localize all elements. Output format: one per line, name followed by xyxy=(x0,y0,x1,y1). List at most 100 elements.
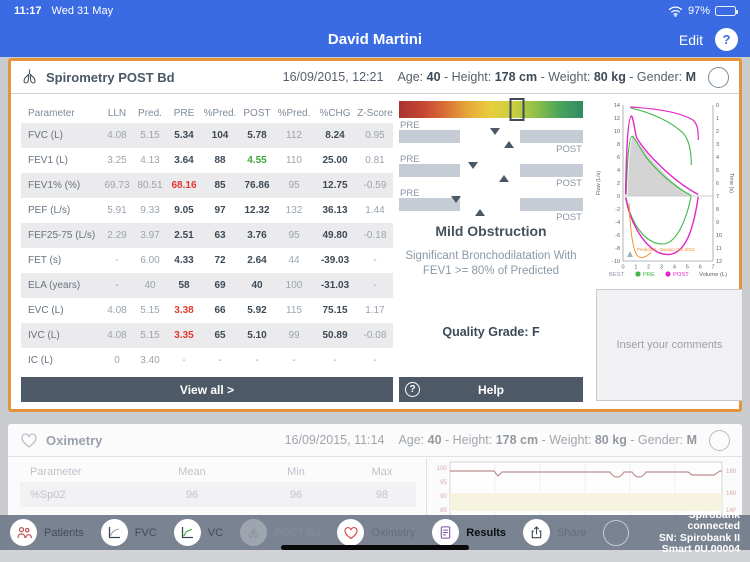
slider-track xyxy=(399,128,583,148)
app-header: 11:17 Wed 31 May 97% David Martini Edit … xyxy=(0,0,750,57)
axis-tick-label: 90 xyxy=(440,493,447,500)
toolbar-item-label: Patients xyxy=(44,526,84,539)
table-cell: 4.33 xyxy=(174,255,194,266)
table-cell: -0.59 xyxy=(363,180,387,191)
post-volume-time-curve xyxy=(629,106,699,141)
table-cell: FVC (L) xyxy=(28,130,63,141)
flow-axis-label: Flow (L/s) xyxy=(596,171,602,195)
help-icon[interactable]: ? xyxy=(715,28,738,51)
table-row: IVC (L) 4.08 5.15 3.35 65 5.10 99 50.89 -0.08 xyxy=(21,323,393,348)
table-cell: 12.75 xyxy=(322,180,348,191)
table-row: %Sp02 96 96 98 xyxy=(20,482,416,507)
axis-tick-label: 0 xyxy=(617,194,620,200)
home-indicator[interactable] xyxy=(281,545,469,550)
table-cell: - xyxy=(373,255,377,266)
spo2-line xyxy=(450,470,722,478)
table-cell: - xyxy=(115,255,119,266)
axis-tick-label: 14 xyxy=(614,103,620,109)
table-cell: 95 xyxy=(288,180,300,191)
table-cell: 3.35 xyxy=(174,330,194,341)
table-cell: 68.16 xyxy=(171,180,197,191)
table-cell: 8.24 xyxy=(325,130,345,141)
axis-tick-label: 2 xyxy=(647,265,650,271)
table-cell: 36.13 xyxy=(322,205,348,216)
results-table: Parameter LLN Pred. PRE %Pred. POST %Pred. %CHG… xyxy=(21,103,393,373)
toolbar-item-fvc[interactable]: FVC xyxy=(100,519,157,546)
table-cell: 69 xyxy=(214,280,226,291)
bottom-toolbar: Patients FVC VC POST Bd Oximetry Results Share… xyxy=(0,509,750,555)
table-cell: 76.86 xyxy=(244,180,270,191)
table-cell: - xyxy=(115,280,119,291)
axis-tick-label: 6 xyxy=(617,155,620,161)
session-datetime: 16/09/2015, 12:21 xyxy=(282,70,384,84)
axis-tick-label: 10 xyxy=(614,129,620,135)
table-cell: 66 xyxy=(214,305,226,316)
oximetry-table: Parameter Mean Min Max %Sp02 96 96 98 xyxy=(20,462,416,507)
target-band xyxy=(450,493,722,511)
toolbar-item-vc[interactable]: VC xyxy=(173,519,223,546)
toolbar-item-share[interactable]: Share xyxy=(523,519,586,546)
slider-track xyxy=(399,162,583,182)
table-cell: - xyxy=(373,355,377,366)
table-cell: %Sp02 xyxy=(30,488,66,501)
toolbar-item-patients[interactable]: Patients xyxy=(10,519,84,546)
slider-track xyxy=(399,196,583,216)
comments-placeholder: Insert your comments xyxy=(616,339,723,351)
results-doc-icon xyxy=(432,519,460,546)
question-icon: ? xyxy=(405,382,420,397)
predicted-area xyxy=(627,135,693,196)
table-cell: 58 xyxy=(178,280,190,291)
select-session-radio[interactable] xyxy=(708,66,729,88)
table-cell: - xyxy=(373,280,377,291)
select-session-radio[interactable] xyxy=(709,429,730,451)
best-marker xyxy=(627,251,633,257)
interpretation-title: Mild Obstruction xyxy=(435,223,547,239)
wifi-icon xyxy=(668,5,683,17)
view-all-button[interactable]: View all > xyxy=(21,377,393,402)
oximetry-header: Oximetry 16/09/2015, 11:14 Age: 40 - Hei… xyxy=(8,424,742,457)
axis-tick-label: 5 xyxy=(686,265,689,271)
table-cell: 4.08 xyxy=(107,305,127,316)
lungs-icon xyxy=(240,519,268,546)
comments-input[interactable]: Insert your comments xyxy=(596,289,743,401)
table-cell: 5.15 xyxy=(140,305,160,316)
volume-axis-label: Volume (L) xyxy=(699,272,727,278)
device-info-text: Spirobank connected SN: Spirobank II Smart… xyxy=(658,508,740,555)
table-cell: 9.33 xyxy=(140,205,160,216)
table-cell: - xyxy=(292,355,296,366)
table-cell: 1.44 xyxy=(365,205,385,216)
table-cell: 4.08 xyxy=(107,130,127,141)
fvc-graph-icon xyxy=(100,519,128,546)
clock: 11:17 xyxy=(14,5,42,17)
table-cell: -39.03 xyxy=(320,255,350,266)
toolbar-item-results[interactable]: Results xyxy=(432,519,506,546)
pre-legend-dot xyxy=(635,271,641,277)
axis-tick-label: 95 xyxy=(440,479,447,486)
vc-graph-icon xyxy=(173,519,201,546)
help-button[interactable]: ? Help xyxy=(399,377,583,402)
table-cell: - xyxy=(255,355,259,366)
axis-tick-label: 8 xyxy=(617,142,620,148)
toolbar-item-oximetry[interactable]: Oximetry xyxy=(337,519,415,546)
date: Wed 31 May xyxy=(51,5,114,17)
toolbar-item-post-bd: POST Bd xyxy=(240,519,320,546)
axis-tick-label: -4 xyxy=(615,220,620,226)
severity-slider-row: PRE POST xyxy=(399,188,583,223)
predicted-reference-label: Predicted - Quanjer GLI-2012 xyxy=(637,247,695,252)
table-cell: 5.91 xyxy=(107,205,127,216)
legend-post: POST xyxy=(673,272,689,278)
table-cell: 4.13 xyxy=(140,155,160,166)
table-cell: 25.00 xyxy=(322,155,348,166)
post-marker-triangle xyxy=(498,175,509,182)
patients-icon xyxy=(10,519,37,546)
column-header: %Pred. xyxy=(277,107,311,119)
interpretation-subtitle: Significant Bronchodilatation With FEV1 … xyxy=(405,250,577,277)
axis-tick-label: 4 xyxy=(617,168,620,174)
table-cell: 65 xyxy=(214,330,226,341)
edit-button[interactable]: Edit xyxy=(678,31,703,48)
axis-tick-label: 140 xyxy=(726,507,737,514)
table-cell: 44 xyxy=(288,255,300,266)
table-cell: 0.95 xyxy=(365,130,385,141)
table-cell: 4.08 xyxy=(107,330,127,341)
table-cell: 2.29 xyxy=(107,230,127,241)
